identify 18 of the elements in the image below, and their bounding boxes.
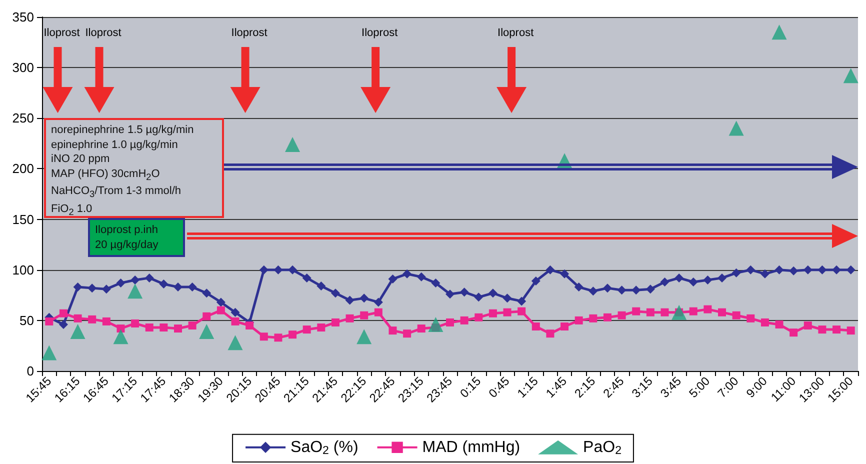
y-tick-label: 300 [12,60,34,76]
y-tick-label: 50 [20,312,34,328]
y-tick-label: 250 [12,110,34,126]
x-tick-label: 5:00 [686,374,713,400]
y-tick-label: 150 [12,212,34,227]
y-tick-label: 100 [12,262,34,278]
note-box: norepinephrine 1.5 µg/kg/min epinephrine 1.0 µg/kg/min iNO 20 ppm MAP (HFO) 30cmH$_{2}$O NaHCO$_{3}$/Trom 1-3 mmol/h FiO$_{2}$ 1.0 [44,118,224,218]
y-tick-label: 350 [12,10,34,24]
annotation: Iloprost [44,27,80,40]
annotation: Iloprost [498,27,534,40]
x-tick-label: 7:00 [714,374,742,400]
annotation: Iloprost [231,27,268,40]
y-tick-label: 200 [12,161,34,176]
legend-label: MAD (mmHg) [422,438,520,456]
note-box: Iloprost p.inh 20 µg/kg/day [88,218,185,257]
annotation: Iloprost [85,27,122,40]
annotation: Iloprost [362,27,398,40]
y-tick-label: 0 [26,364,34,378]
